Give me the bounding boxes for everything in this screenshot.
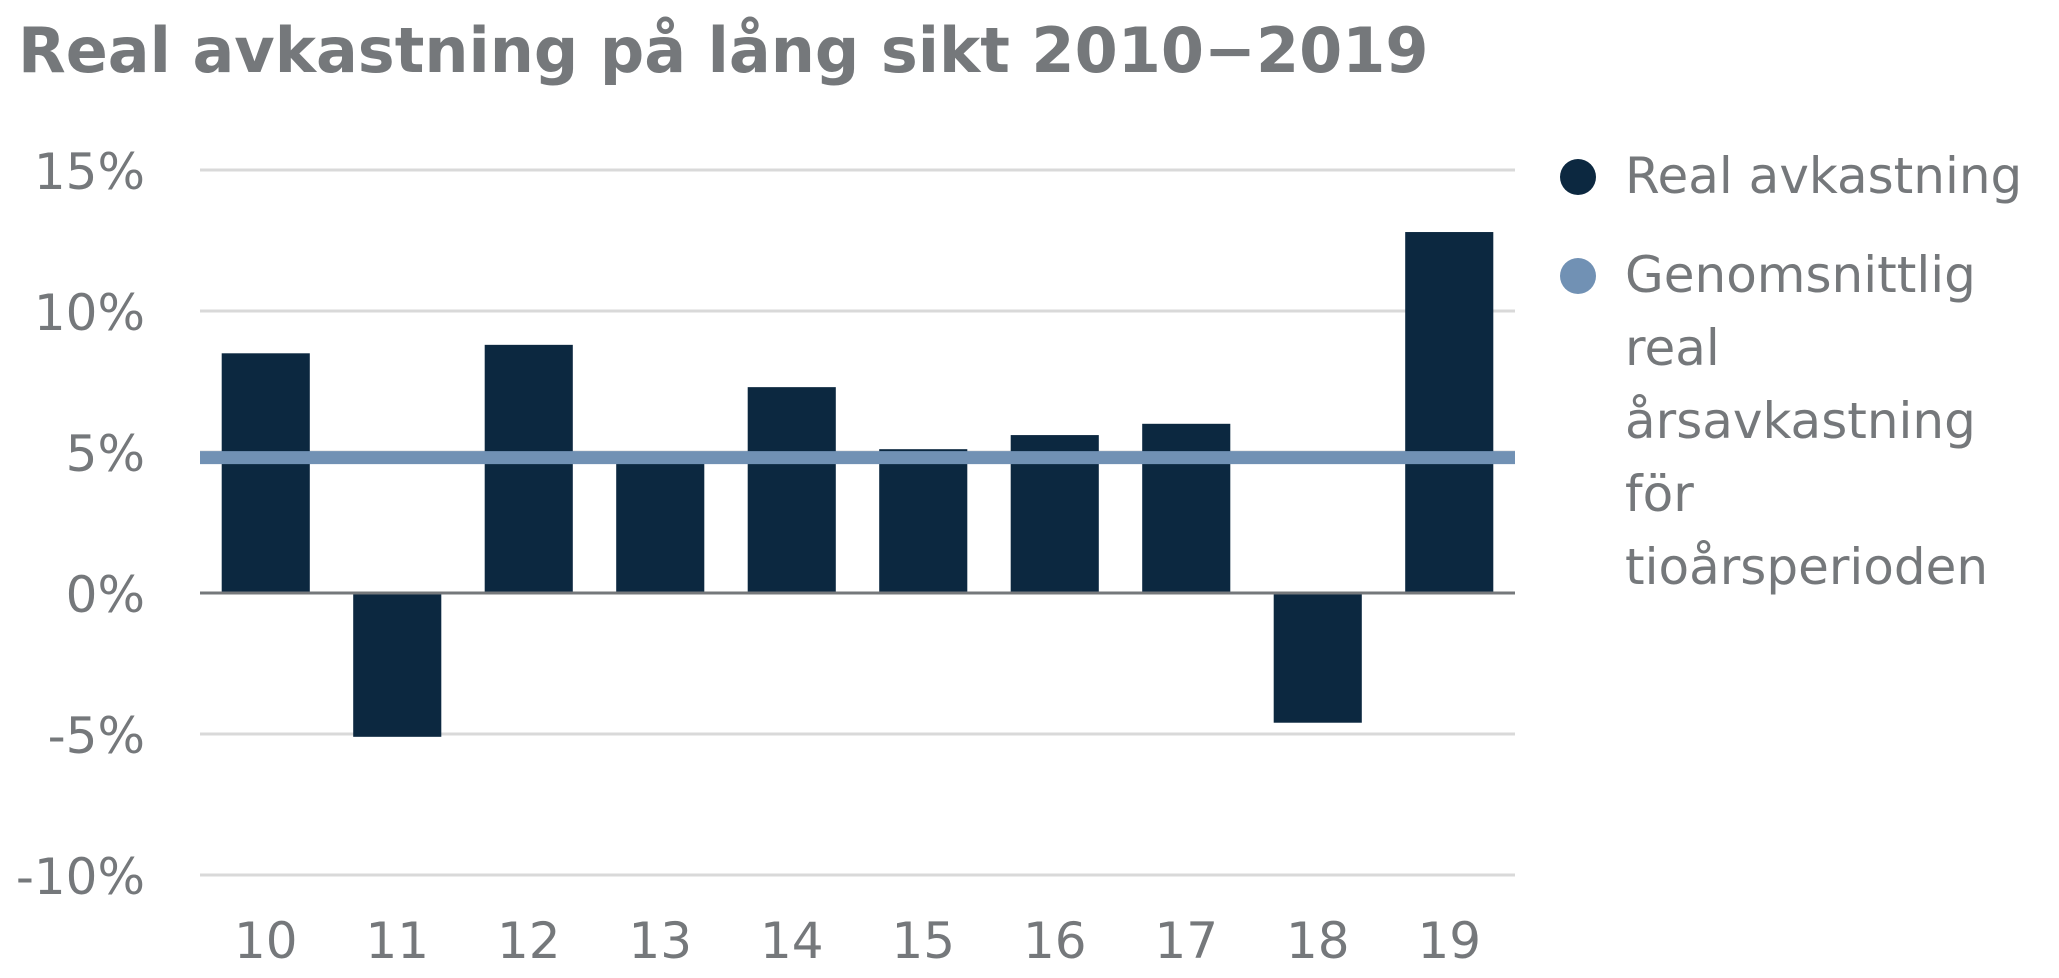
x-tick-label: 10 [234, 912, 298, 970]
x-tick-label: 12 [497, 912, 561, 970]
x-tick-label: 17 [1154, 912, 1218, 970]
bar-12 [484, 344, 573, 593]
bar-13 [616, 463, 705, 593]
y-tick-label: 5% [66, 425, 145, 483]
y-tick-label: 0% [66, 566, 145, 624]
y-tick-label: -10% [16, 848, 145, 906]
x-tick-label: 14 [760, 912, 824, 970]
bars [221, 232, 1494, 737]
bar-14 [747, 387, 836, 593]
y-tick-label: 15% [34, 143, 145, 201]
gridlines [200, 168, 1515, 877]
bar-chart: 15% 10% 5% 0% -5% -10% 10 11 12 13 14 15 16 17 18 19 [16, 143, 1515, 970]
x-tick-label: 16 [1023, 912, 1087, 970]
legend-dot-dark-icon [1560, 159, 1596, 195]
chart-title: Real avkastning på lång sikt 2010−2019 [18, 14, 1429, 87]
legend-label: Real avkastning [1625, 147, 2023, 205]
legend-label: Genomsnittlig real årsavkastning för tio… [1625, 246, 1989, 596]
x-tick-label: 11 [365, 912, 429, 970]
y-tick-label: -5% [48, 707, 145, 765]
y-tick-label: 10% [34, 284, 145, 342]
bar-10 [221, 353, 310, 593]
bar-18 [1273, 593, 1362, 723]
x-tick-label: 18 [1286, 912, 1350, 970]
x-tick-label: 15 [891, 912, 955, 970]
x-tick-label: 13 [628, 912, 692, 970]
x-axis-ticks: 10 11 12 13 14 15 16 17 18 19 [234, 912, 1481, 970]
legend-item-average-return: Genomsnittlig real årsavkastning för tio… [1560, 239, 2040, 604]
legend-item-real-return: Real avkastning [1560, 140, 2040, 213]
bar-15 [879, 449, 968, 593]
x-tick-label: 19 [1417, 912, 1481, 970]
y-axis-ticks: 15% 10% 5% 0% -5% -10% [16, 143, 145, 906]
bar-17 [1142, 423, 1231, 593]
legend: Real avkastning Genomsnittlig real årsav… [1560, 140, 2040, 604]
bar-11 [353, 593, 442, 737]
bar-19 [1405, 232, 1494, 594]
legend-dot-light-icon [1560, 258, 1596, 294]
